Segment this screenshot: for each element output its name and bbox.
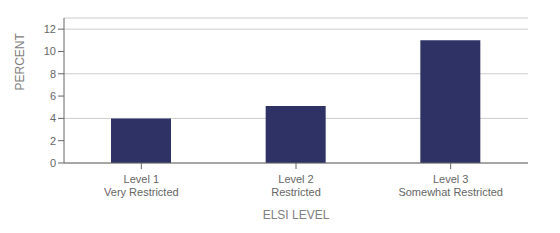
svg-text:12: 12 <box>44 23 56 35</box>
svg-text:4: 4 <box>50 112 56 124</box>
svg-text:PERCENT: PERCENT <box>13 32 27 90</box>
svg-text:Level 3Somewhat Restricted: Level 3Somewhat Restricted <box>398 173 503 198</box>
svg-text:ELSI LEVEL: ELSI LEVEL <box>263 208 330 222</box>
svg-text:8: 8 <box>50 68 56 80</box>
svg-text:Level 1Very Restricted: Level 1Very Restricted <box>104 173 179 198</box>
svg-text:Level 2Restricted: Level 2Restricted <box>271 173 321 198</box>
svg-text:6: 6 <box>50 90 56 102</box>
svg-text:10: 10 <box>44 45 56 57</box>
svg-text:0: 0 <box>50 157 56 169</box>
svg-text:2: 2 <box>50 135 56 147</box>
